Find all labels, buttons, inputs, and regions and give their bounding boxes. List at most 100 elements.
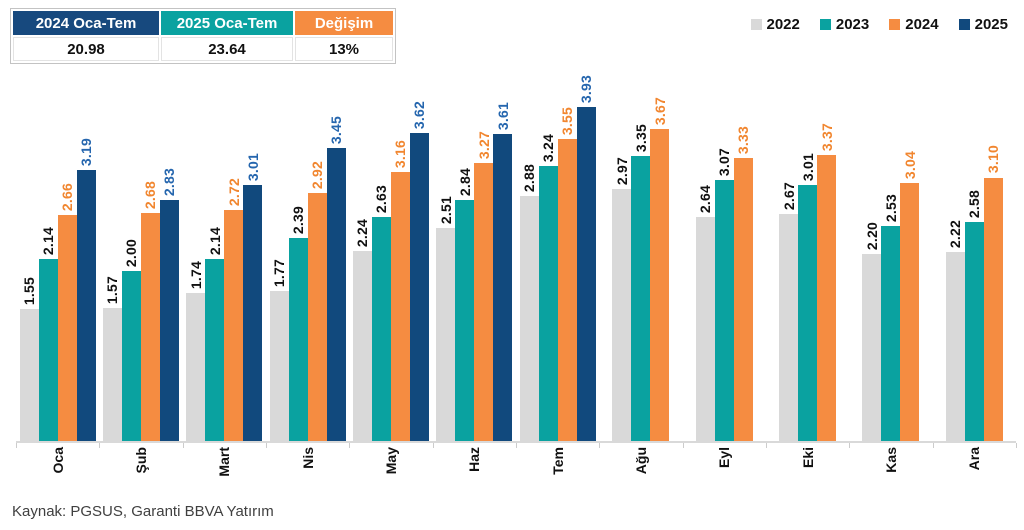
legend-swatch-icon [750,19,762,30]
bar-2023 [538,165,558,441]
bar-value-label: 1.74 [187,261,204,290]
bar-value-label: 3.19 [78,137,95,166]
legend-label: 2023 [835,16,870,33]
bar-value-label: 2.67 [780,182,797,211]
bar-group: 1.55 2.14 2.66 3.19 [16,138,99,441]
bar-column: 3.55 [557,107,577,441]
bar-2024 [57,214,77,441]
axis-tick [932,443,934,448]
bar-2023 [798,185,818,441]
bar-column: 2.53 [881,194,901,441]
legend-item: 2024 [889,16,939,33]
bar-column: 3.93 [576,74,596,441]
month-label: Ara [966,447,983,471]
bar-2022 [945,252,965,441]
bar-value-label: 3.24 [540,133,557,162]
axis-tick [682,443,684,448]
axis-tick [182,443,184,448]
bar-2024 [224,209,244,441]
bar-2023 [714,180,734,441]
bar-2023 [288,237,308,441]
bar-2022 [269,290,289,441]
bar-2024 [390,172,410,441]
bar-2024 [307,192,327,441]
axis-tick [266,443,267,448]
bar-2022 [102,307,122,441]
bar-column: 2.84 [455,168,475,441]
plot-area: 1.55 2.14 2.66 3.19 1.57 2.00 2.68 2.83 1.74 2.14… [16,70,1017,448]
bar-2025 [409,133,429,441]
legend: 2022 2023 2024 2025 [750,16,1008,33]
axis-tick [432,443,434,448]
bar-group: 2.24 2.63 3.16 3.62 [349,101,432,441]
bar-column: 2.63 [371,185,391,441]
bar-column: 2.14 [205,227,225,441]
axis-tick [1016,443,1017,448]
bar-value-label: 2.66 [59,182,76,211]
bar-value-label: 2.20 [863,221,880,250]
bar-2023 [371,217,391,441]
bar-2024 [983,177,1003,441]
bar-column: 3.62 [409,101,429,441]
bar-2025 [76,169,96,441]
bar-chart: 1.55 2.14 2.66 3.19 1.57 2.00 2.68 2.83 1.74 2.14… [16,70,1017,477]
bar-value-label: 2.51 [437,195,454,224]
bar-value-label: 2.97 [613,156,630,185]
bar-column: 2.66 [57,182,77,441]
bar-2022 [519,196,539,441]
bar-value-label: 3.33 [735,125,752,154]
bar-column: 2.88 [519,164,539,441]
bar-2022 [186,293,206,441]
month-label: Haz [466,447,483,472]
bar-2023 [964,221,984,441]
bar-column: 3.61 [493,102,513,441]
bar-2025 [159,200,179,441]
summary-header-cell: 2024 Oca-Tem [13,11,159,35]
bar-column: 2.58 [964,190,984,441]
bar-value-label: 1.77 [271,258,288,287]
axis-tick [16,443,17,448]
bar-2024 [733,157,753,441]
bar-column: 3.01 [798,153,818,441]
bar-column: 2.00 [121,238,141,441]
bar-value-label: 2.22 [947,220,964,249]
bar-value-label: 3.01 [799,153,816,182]
legend-label: 2024 [905,16,939,33]
bar-value-label: 3.61 [494,102,511,131]
bar-column: 3.33 [733,125,753,441]
bar-column: 2.22 [945,220,965,441]
bar-column: 2.72 [224,178,244,441]
legend-item: 2022 [750,16,800,33]
bar-column: 3.01 [243,153,263,441]
bar-value-label: 2.00 [123,238,140,267]
bar-value-label: 2.92 [309,160,326,189]
bar-value-label: 3.93 [578,74,595,103]
bar-group: 1.77 2.39 2.92 3.45 [266,116,349,441]
bar-value-label: 2.64 [697,184,714,213]
month-label: Ağu [632,447,649,475]
legend-swatch-icon [819,19,831,30]
bar-2025 [326,147,346,441]
bar-2022 [19,309,39,441]
bar-value-label: 3.67 [651,97,668,126]
bar-group: 2.88 3.24 3.55 3.93 [516,75,599,441]
x-axis-line [16,441,1016,443]
month-label: Mart [216,447,233,477]
summary-value-cell: 20.98 [13,37,159,61]
bar-column: 3.27 [474,131,494,441]
bar-column: 2.83 [159,168,179,441]
bar-2022 [352,250,372,441]
legend-swatch-icon [958,19,970,30]
bar-2023 [121,271,141,441]
axis-tick [516,443,517,448]
bar-value-label: 3.10 [985,145,1002,174]
bar-column: 2.68 [140,181,160,441]
month-label: Şub [132,447,149,474]
bar-2023 [631,156,651,441]
month-label: Kas [882,447,899,473]
bar-value-label: 3.45 [328,115,345,144]
bar-2024 [474,163,494,441]
bar-2022 [436,227,456,441]
bar-column: 3.35 [631,124,651,441]
